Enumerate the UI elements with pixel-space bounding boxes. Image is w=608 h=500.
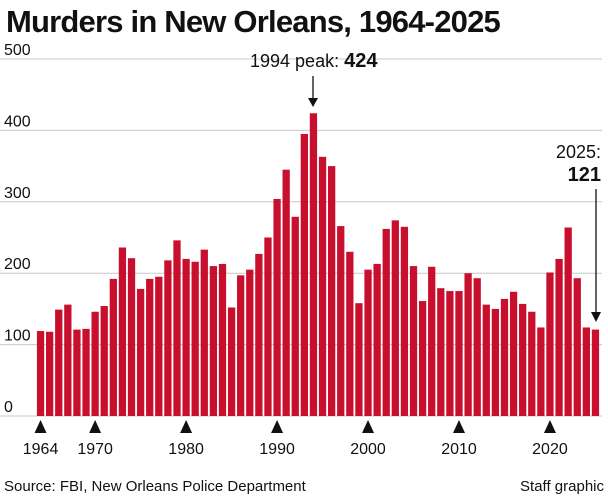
bar-1999 [355, 303, 363, 416]
bar-1983 [209, 266, 218, 416]
bar-1994 [309, 113, 318, 416]
bar-1998 [346, 251, 354, 416]
bar-1966 [55, 309, 63, 416]
bar-2020 [546, 272, 554, 416]
y-tick-label: 100 [4, 328, 31, 345]
bar-1972 [109, 278, 117, 416]
bar-2024 [582, 327, 590, 416]
last-year-annotation: 2025: 121 [556, 142, 601, 322]
bar-2013 [482, 304, 490, 416]
bar-2009 [446, 291, 454, 416]
y-tick-label: 200 [4, 256, 31, 273]
bar-1981 [191, 261, 199, 416]
bar-2012 [473, 278, 481, 416]
bar-2008 [437, 288, 445, 416]
bar-2014 [491, 308, 500, 416]
bar-2015 [500, 298, 509, 416]
chart-title: Murders in New Orleans, 1964-2025 [6, 4, 501, 39]
bar-1980 [182, 258, 190, 416]
bar-1990 [273, 198, 281, 416]
bar-2010 [455, 291, 463, 416]
bar-2021 [555, 258, 563, 416]
bar-1967 [64, 304, 72, 416]
bar-2023 [573, 278, 581, 416]
bar-1977 [155, 276, 163, 416]
bar-2025 [591, 329, 600, 416]
bar-1974 [127, 258, 136, 416]
bar-1984 [218, 263, 227, 416]
peak-annotation-text: 1994 peak: 424 [250, 50, 378, 72]
bar-2018 [528, 311, 536, 416]
bar-1995 [318, 156, 327, 416]
last-year-value: 121 [568, 164, 601, 186]
bar-2007 [428, 266, 436, 416]
x-tick-label: 1964 [23, 441, 59, 458]
x-tick-marker [543, 420, 556, 433]
bar-2019 [537, 327, 545, 416]
x-tick-label: 1980 [168, 441, 204, 458]
bar-2006 [418, 301, 427, 416]
peak-arrow-head [308, 98, 318, 107]
bar-2002 [382, 228, 390, 416]
x-tick-label: 2010 [441, 441, 477, 458]
source-note: Source: FBI, New Orleans Police Departme… [4, 478, 307, 495]
bar-1970 [91, 311, 99, 416]
bar-1997 [337, 226, 345, 416]
y-tick-label: 400 [4, 113, 31, 130]
bar-2011 [464, 273, 472, 416]
x-tick-marker [362, 420, 375, 433]
last-year-label: 2025: [556, 142, 601, 162]
bar-1976 [146, 278, 154, 416]
bar-2004 [400, 226, 409, 416]
bar-1965 [46, 331, 54, 416]
x-tick-marker [453, 420, 465, 433]
bar-2016 [509, 291, 518, 416]
bar-2000 [364, 269, 372, 416]
bar-1993 [300, 133, 308, 416]
x-tick-marker [271, 420, 284, 433]
last-year-arrow-head [591, 312, 601, 322]
bar-1982 [200, 249, 208, 416]
x-tick-label: 2020 [532, 441, 568, 458]
y-tick-label: 500 [4, 42, 31, 59]
bar-1978 [164, 260, 172, 416]
peak-annotation-label: 1994 peak: [250, 51, 344, 71]
x-axis-ticks: 1964 1970 1980 1990 2000 2010 2020 [23, 420, 568, 458]
bar-1968 [73, 329, 81, 416]
bar-1991 [282, 169, 290, 416]
x-tick-label: 1990 [259, 441, 295, 458]
bar-1975 [136, 288, 145, 416]
bar-1986 [237, 275, 245, 416]
bar-1973 [118, 247, 127, 416]
x-tick-marker [180, 420, 193, 433]
bar-2001 [373, 263, 381, 416]
bar-2017 [519, 303, 527, 416]
bars [36, 113, 600, 416]
bar-1992 [291, 216, 299, 416]
y-axis-ticks: 0 100 200 300 400 500 [4, 42, 31, 416]
x-tick-label: 2000 [350, 441, 386, 458]
bar-1988 [255, 253, 263, 416]
bar-2003 [391, 220, 399, 416]
bar-1989 [264, 237, 272, 416]
bar-2022 [564, 227, 572, 416]
bar-1987 [246, 269, 254, 416]
staff-credit: Staff graphic [520, 478, 604, 495]
bar-1979 [173, 240, 181, 416]
bar-1971 [100, 306, 108, 416]
bar-1996 [328, 166, 336, 416]
bar-1964 [36, 331, 45, 416]
bar-1969 [82, 328, 90, 416]
y-tick-label: 300 [4, 185, 31, 202]
x-tick-label: 1970 [77, 441, 113, 458]
y-tick-label: 0 [4, 399, 13, 416]
peak-annotation-value: 424 [344, 50, 378, 72]
peak-annotation: 1994 peak: 424 [250, 50, 378, 107]
x-tick-marker [34, 420, 47, 433]
bar-2005 [409, 266, 418, 416]
x-tick-marker [89, 420, 102, 433]
bar-1985 [227, 307, 236, 416]
